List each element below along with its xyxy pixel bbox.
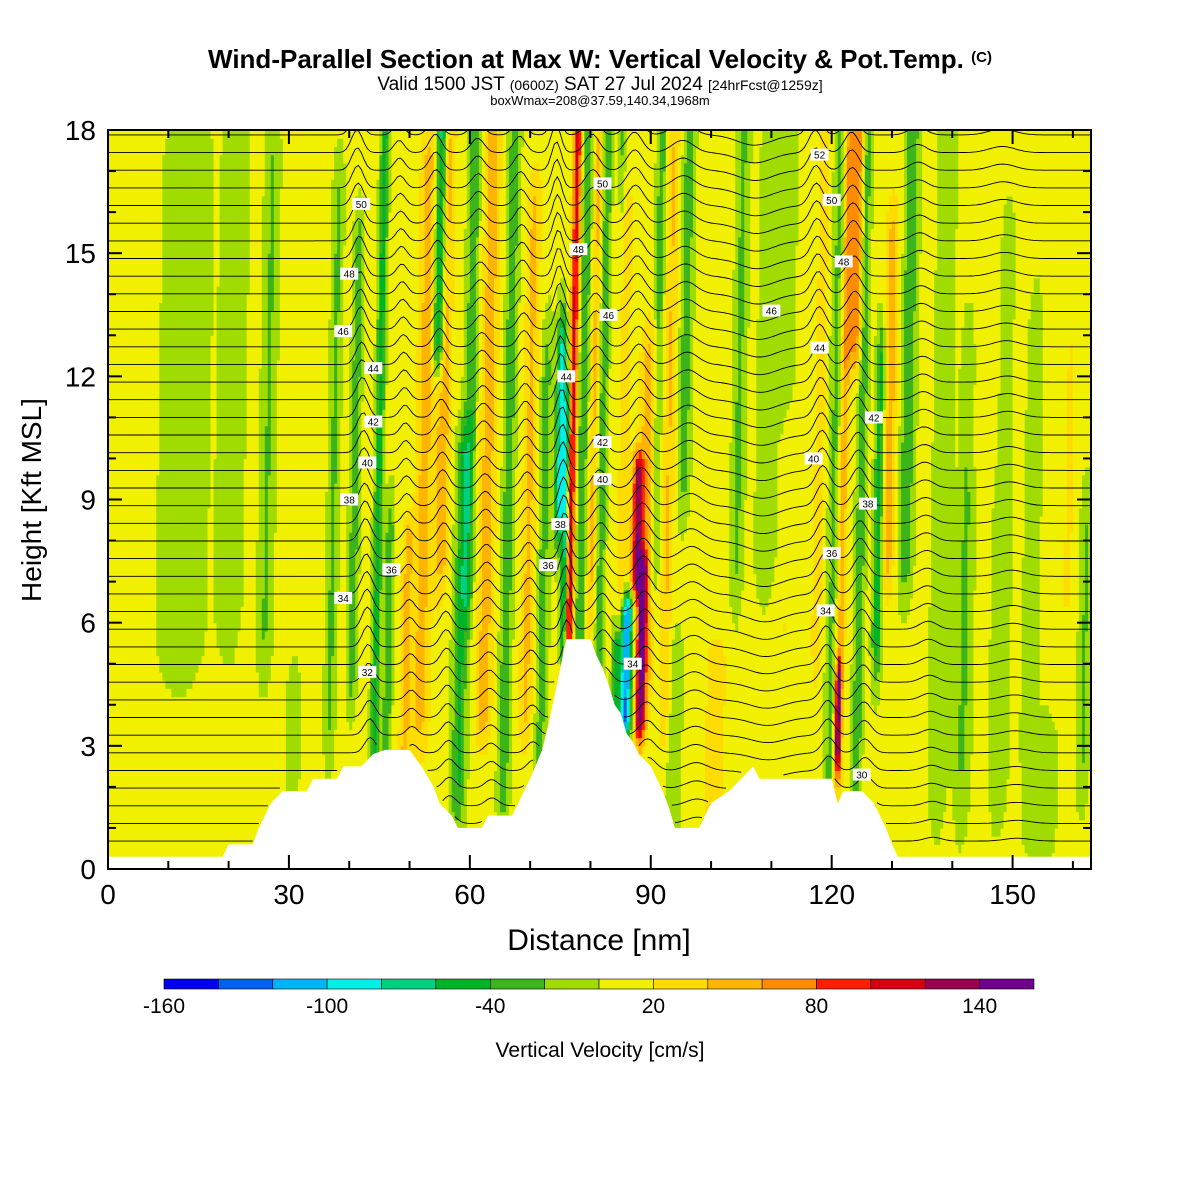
cross-section-chart: 5048464442403836343250484644424038363452… bbox=[0, 0, 1200, 1200]
chart-page: Wind-Parallel Section at Max W: Vertical… bbox=[0, 0, 1200, 1200]
